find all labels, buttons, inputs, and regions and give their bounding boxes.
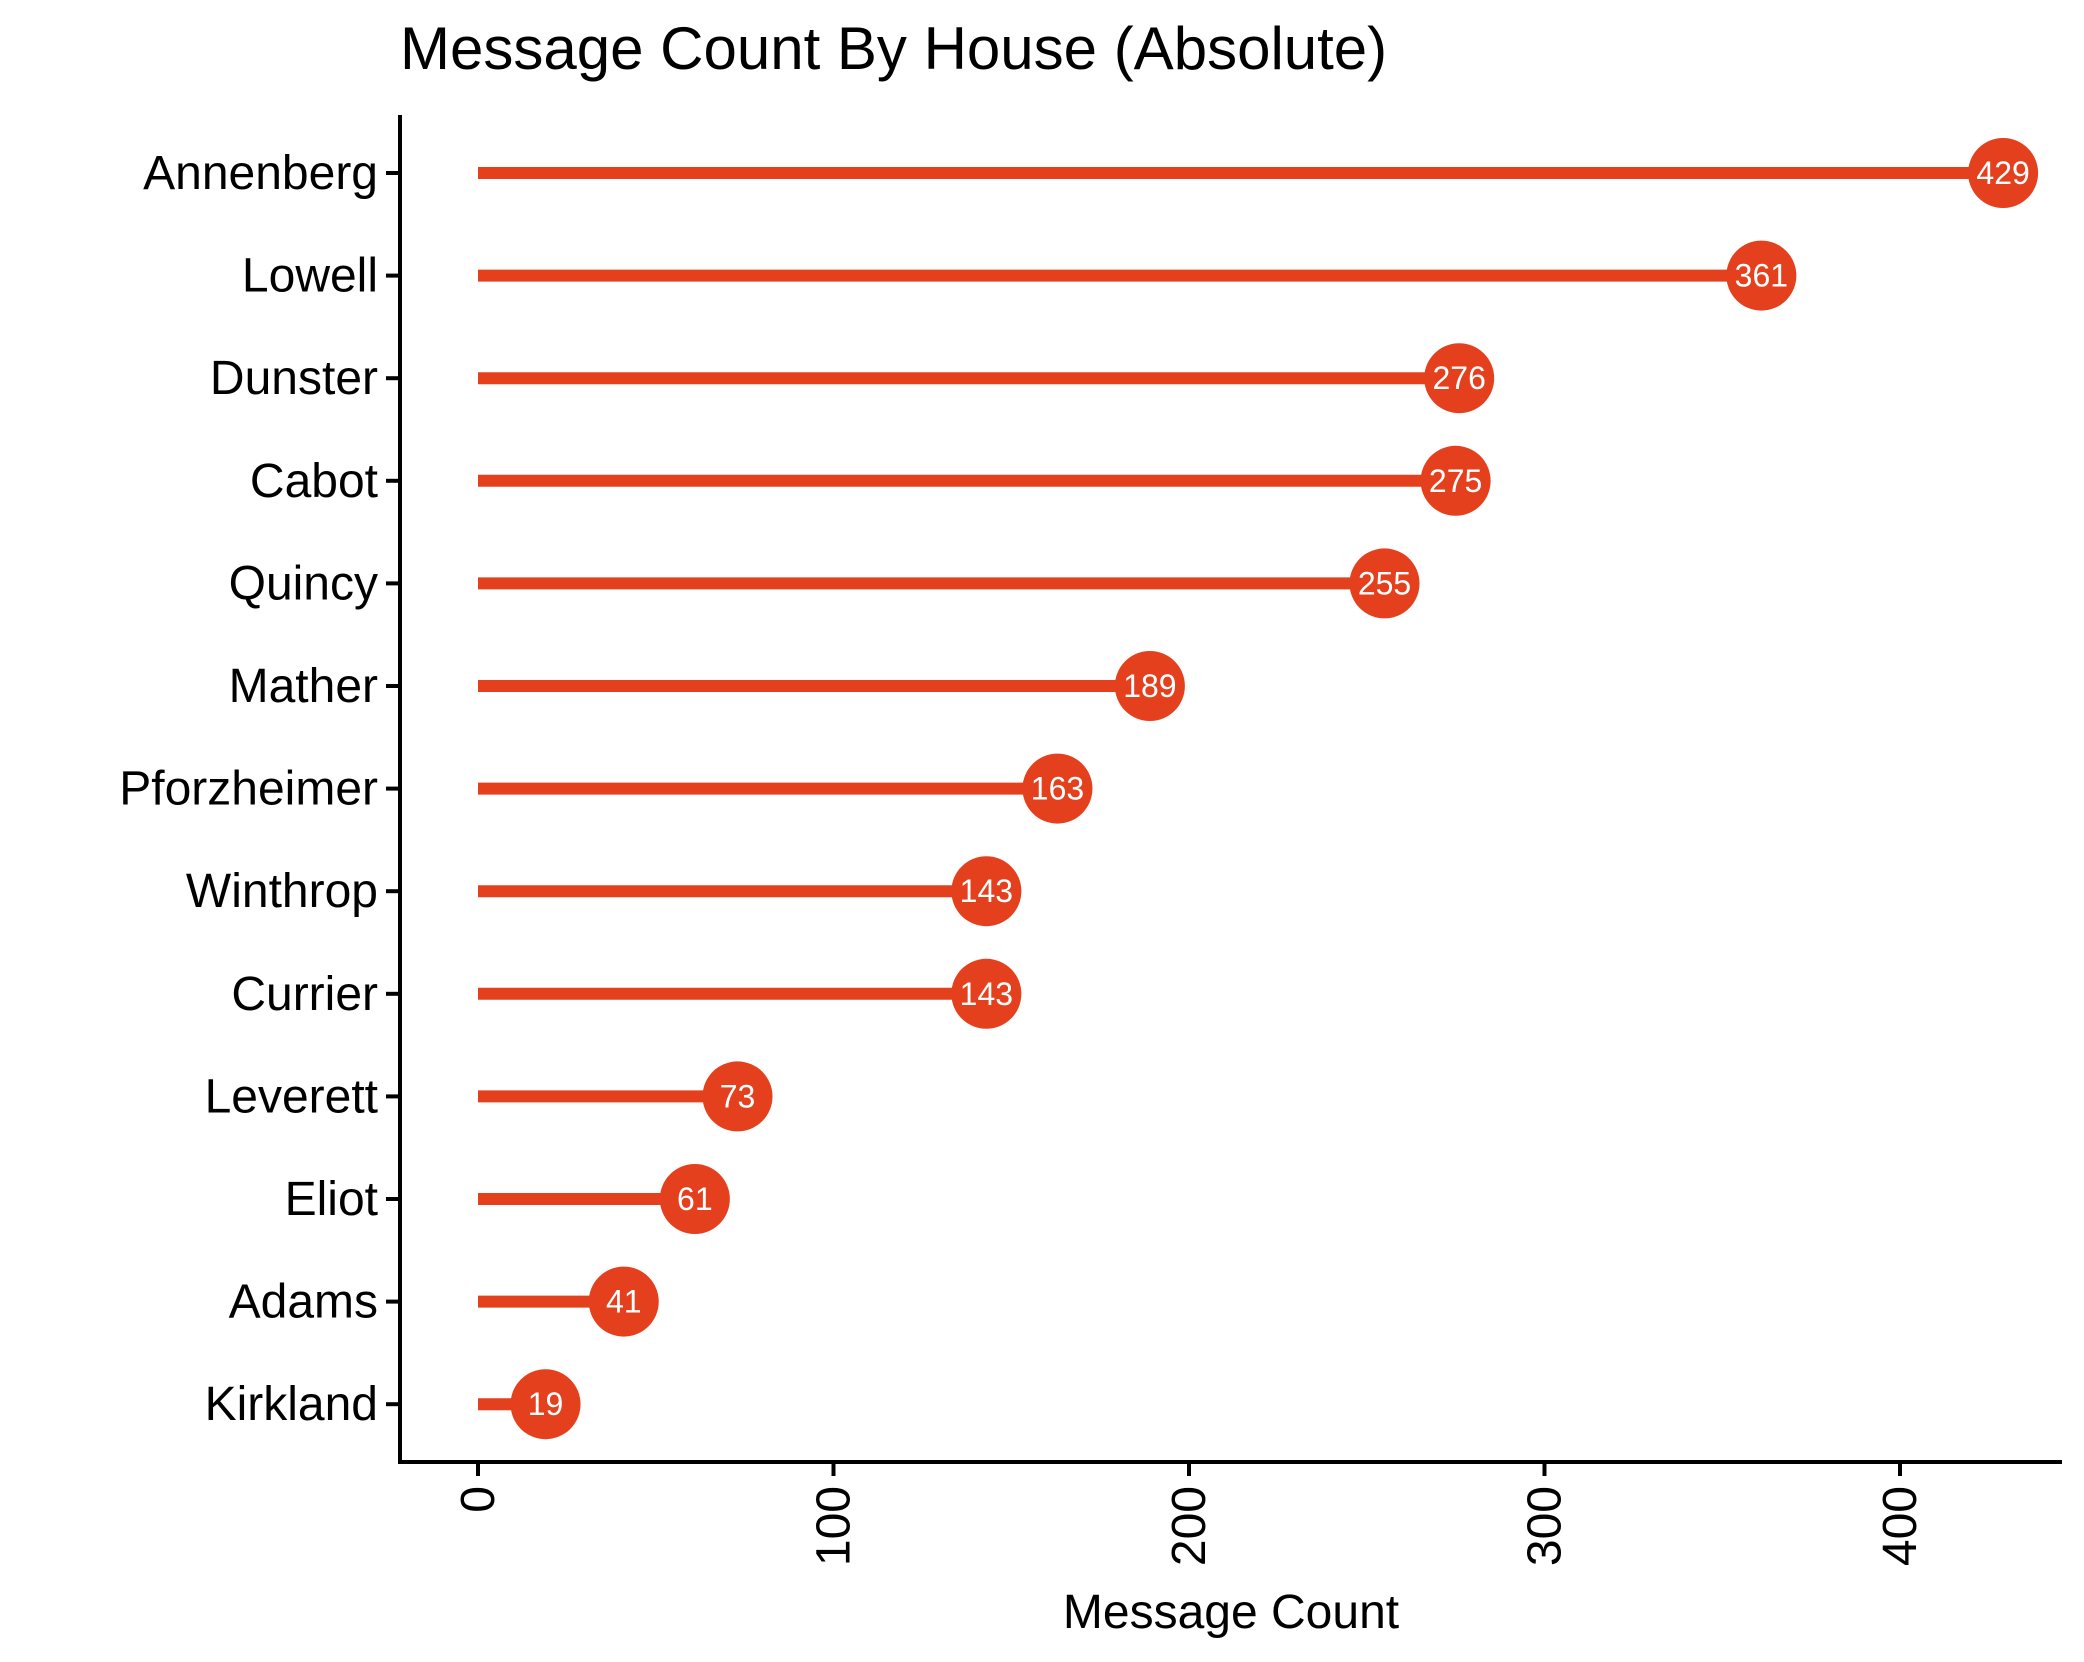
x-axis: 0 100 200 300 400 xyxy=(452,1462,1927,1566)
y-tick-label-quincy: Quincy xyxy=(229,557,378,610)
data-label-quincy: 255 xyxy=(1358,565,1411,601)
data-label-dunster: 276 xyxy=(1432,360,1485,396)
data-label-pforzheimer: 163 xyxy=(1031,771,1084,807)
lollipop-dot-leverett xyxy=(702,1061,773,1132)
y-tick-label-winthrop: Winthrop xyxy=(186,865,378,918)
y-tick-label-annenberg: Annenberg xyxy=(143,147,378,200)
x-tick-label-400: 400 xyxy=(1874,1486,1927,1566)
lollipop-dot-annenberg xyxy=(1968,138,2039,208)
lollipop-dot-currier xyxy=(951,958,1022,1029)
data-label-leverett: 73 xyxy=(720,1078,756,1114)
y-tick-label-mather: Mather xyxy=(229,660,378,713)
y-tick-label-currier: Currier xyxy=(231,968,378,1021)
y-tick-label-lowell: Lowell xyxy=(242,250,378,303)
lollipop-dot-mather xyxy=(1114,651,1185,721)
y-tick-label-leverett: Leverett xyxy=(205,1070,378,1123)
lollipop-dot-adams xyxy=(588,1266,659,1337)
data-label-currier: 143 xyxy=(960,976,1013,1012)
y-tick-label-adams: Adams xyxy=(229,1276,378,1329)
data-label-mather: 189 xyxy=(1123,668,1176,704)
lollipop-dot-pforzheimer xyxy=(1022,753,1093,824)
lollipop-dot-quincy xyxy=(1349,548,1420,619)
data-label-eliot: 61 xyxy=(677,1181,713,1217)
data-label-adams: 41 xyxy=(606,1284,642,1320)
data-label-kirkland: 19 xyxy=(528,1386,564,1422)
x-tick-label-300: 300 xyxy=(1519,1486,1572,1566)
data-label-annenberg: 429 xyxy=(1976,155,2029,191)
x-tick-label-0: 0 xyxy=(452,1486,505,1513)
lollipop-dot-dunster xyxy=(1424,343,1495,414)
lollipop-dot-cabot xyxy=(1420,445,1491,516)
chart-marks: 429 361 276 275 255 189 163 143 143 73 61 41 19 xyxy=(478,138,2039,1440)
x-tick-label-200: 200 xyxy=(1163,1486,1216,1566)
lollipop-dot-winthrop xyxy=(951,856,1022,927)
x-axis-title: Message Count xyxy=(1063,1586,1399,1639)
y-tick-label-eliot: Eliot xyxy=(285,1173,378,1226)
y-axis: Annenberg Lowell Dunster Cabot Quincy Mather P… xyxy=(119,147,400,1431)
y-tick-label-cabot: Cabot xyxy=(250,455,378,508)
x-tick-label-100: 100 xyxy=(808,1486,861,1566)
lollipop-dot-eliot xyxy=(659,1164,730,1234)
y-tick-label-kirkland: Kirkland xyxy=(205,1378,378,1431)
lollipop-dot-lowell xyxy=(1726,240,1797,311)
chart-title: Message Count By House (Absolute) xyxy=(400,15,1388,82)
data-label-lowell: 361 xyxy=(1735,258,1788,294)
lollipop-dot-kirkland xyxy=(510,1369,581,1440)
y-tick-label-dunster: Dunster xyxy=(210,352,378,405)
data-label-winthrop: 143 xyxy=(960,873,1013,909)
data-label-cabot: 275 xyxy=(1429,463,1482,499)
y-tick-label-pforzheimer: Pforzheimer xyxy=(119,763,378,816)
